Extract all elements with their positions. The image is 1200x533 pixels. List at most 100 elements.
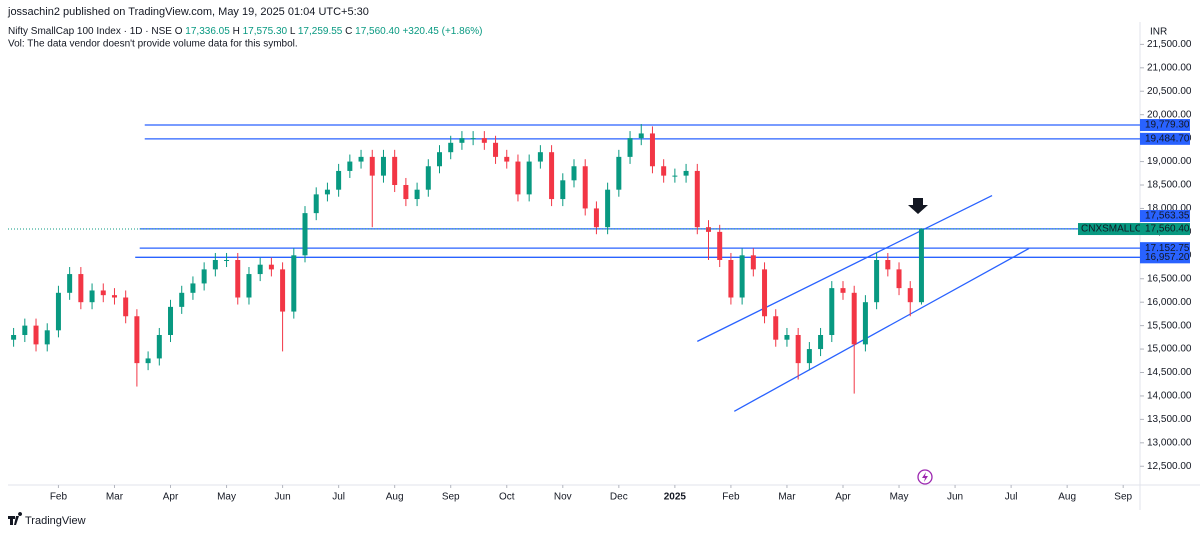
- ohlc-key: H: [233, 26, 240, 37]
- candle-body: [918, 229, 924, 303]
- candle-body: [224, 260, 230, 261]
- candle-body: [504, 156, 510, 162]
- level-label-box: [1140, 210, 1190, 223]
- candle-body: [313, 194, 319, 214]
- candle-body: [616, 156, 622, 190]
- trendline: [733, 247, 1030, 412]
- candle-body: [773, 316, 779, 340]
- x-tick-label: Jun: [275, 492, 291, 503]
- y-tick-label: 15,500.00: [1147, 320, 1192, 331]
- candle-body: [268, 264, 274, 270]
- candle-body: [324, 189, 330, 195]
- candle-body: [392, 156, 398, 185]
- candle-body: [448, 142, 454, 153]
- candle-body: [369, 156, 375, 176]
- y-tick-label: 20,500.00: [1147, 86, 1192, 97]
- level-label: 17,563.35: [1145, 211, 1190, 222]
- ohlc-value: 17,575.30: [243, 26, 288, 37]
- x-tick-label: Aug: [386, 492, 404, 503]
- candle-body: [459, 138, 465, 143]
- arrow-annotation: [908, 198, 928, 214]
- candle-body: [55, 292, 61, 331]
- y-tick-label: 12,500.00: [1147, 461, 1192, 472]
- candle-body: [627, 138, 633, 157]
- y-tick-label: 13,000.00: [1147, 437, 1192, 448]
- candle-body: [33, 325, 39, 345]
- y-tick-label: 21,000.00: [1147, 62, 1192, 73]
- currency: INR: [1150, 27, 1167, 38]
- y-tick-label: 21,500.00: [1147, 39, 1192, 50]
- candle-body: [515, 161, 521, 195]
- candle-body: [874, 260, 880, 303]
- candle-body: [829, 288, 835, 335]
- candle-body: [672, 175, 678, 177]
- last-price-name-box: [1078, 223, 1140, 236]
- last-price-label: 17,560.40: [1145, 224, 1190, 235]
- candle-body: [638, 133, 644, 139]
- ohlc-key: C: [345, 26, 352, 37]
- x-tick-label: Feb: [50, 492, 68, 503]
- level-label: 16,957.20: [1145, 252, 1190, 263]
- ohlc-value: 17,560.40: [355, 26, 400, 37]
- ohlc-line: Nifty SmallCap 100 Index · 1D · NSE O 17…: [8, 26, 483, 37]
- ohlc-key: O: [175, 26, 183, 37]
- x-tick-label: Feb: [722, 492, 740, 503]
- y-tick-label: 18,500.00: [1147, 180, 1192, 191]
- volume-note: Vol: The data vendor doesn't provide vol…: [8, 39, 298, 50]
- candle-body: [683, 170, 689, 176]
- candle-body: [235, 260, 241, 298]
- change: +320.45 (+1.86%): [402, 26, 482, 37]
- candle-body: [705, 227, 711, 232]
- candle-body: [190, 283, 196, 293]
- candle-body: [179, 292, 185, 307]
- candle-body: [212, 260, 218, 270]
- candle-body: [78, 274, 84, 303]
- candle-body: [739, 255, 745, 298]
- candle-body: [493, 142, 499, 157]
- candle-body: [291, 255, 297, 312]
- candle-body: [582, 166, 588, 209]
- candle-body: [593, 208, 599, 228]
- ohlc-text: Nifty SmallCap 100 Index · 1D · NSE O 17…: [8, 26, 483, 37]
- candle-body: [123, 297, 129, 317]
- level-label-box: [1140, 251, 1190, 264]
- candle-body: [89, 290, 95, 303]
- candle-body: [111, 295, 117, 298]
- candle-body: [885, 260, 891, 270]
- candle-body: [481, 138, 487, 143]
- candle-body: [649, 133, 655, 167]
- y-tick-label: 16,000.00: [1147, 297, 1192, 308]
- x-tick-label: Apr: [163, 492, 179, 503]
- x-tick-label: Aug: [1058, 492, 1076, 503]
- candle-body: [425, 166, 431, 190]
- y-tick-label: 18,000.00: [1147, 203, 1192, 214]
- candle-body: [851, 292, 857, 345]
- candle-body: [537, 152, 543, 162]
- ohlc-key: L: [290, 26, 296, 37]
- candle-body: [145, 358, 151, 364]
- y-tick-label: 19,000.00: [1147, 156, 1192, 167]
- level-label: 19,484.70: [1145, 133, 1190, 144]
- x-tick-label: Dec: [610, 492, 628, 503]
- x-tick-label: May: [890, 492, 909, 503]
- y-tick-label: 14,500.00: [1147, 367, 1192, 378]
- x-tick-label: Mar: [778, 492, 796, 503]
- candle-body: [750, 255, 756, 270]
- candle-body: [549, 152, 555, 200]
- candle-body: [257, 264, 263, 275]
- candle-body: [380, 156, 386, 176]
- candle-body: [526, 161, 532, 195]
- last-price-box: [1140, 223, 1190, 236]
- logo: [8, 512, 23, 525]
- candle-body: [571, 166, 577, 181]
- candle-body: [717, 231, 723, 260]
- candle-body: [280, 269, 286, 312]
- candle-body: [168, 306, 174, 335]
- level-label: 17,152.75: [1145, 243, 1190, 254]
- candle-body: [347, 161, 353, 171]
- x-tick-label: Sep: [442, 492, 460, 503]
- x-tick-label: Nov: [554, 492, 572, 503]
- candle-body: [605, 189, 611, 228]
